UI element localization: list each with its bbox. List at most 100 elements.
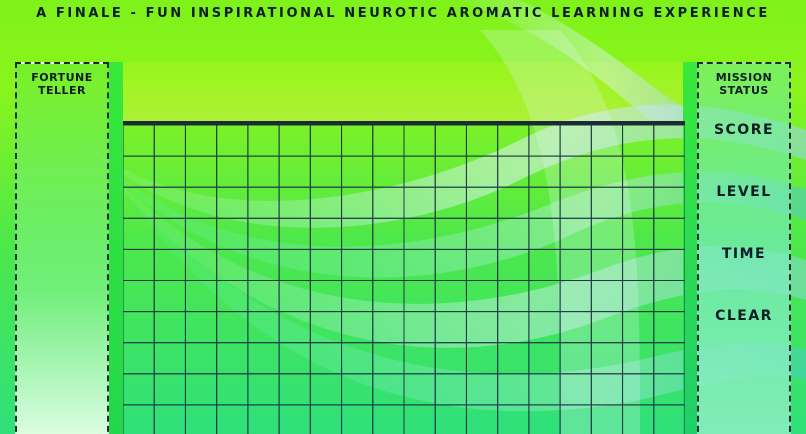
board-cell[interactable] bbox=[653, 404, 685, 434]
board-cell[interactable] bbox=[216, 248, 249, 282]
board-cell[interactable] bbox=[434, 342, 467, 375]
board-cell[interactable] bbox=[153, 404, 186, 434]
board-cell[interactable] bbox=[559, 248, 592, 282]
board-cell[interactable] bbox=[590, 155, 624, 188]
board-cell[interactable] bbox=[497, 404, 530, 434]
board-cell[interactable] bbox=[590, 311, 624, 344]
board-cell[interactable] bbox=[184, 342, 218, 375]
board-cell[interactable] bbox=[153, 280, 186, 313]
board-cell[interactable] bbox=[590, 342, 624, 375]
board-cell[interactable] bbox=[653, 217, 685, 250]
board-cell[interactable] bbox=[309, 248, 343, 282]
board-cell[interactable] bbox=[403, 404, 436, 434]
board-cell[interactable] bbox=[559, 373, 592, 406]
board-cell[interactable] bbox=[341, 404, 374, 434]
board-cell[interactable] bbox=[278, 280, 311, 313]
board-cell[interactable] bbox=[622, 404, 655, 434]
board-cell[interactable] bbox=[434, 217, 467, 250]
board-cell[interactable] bbox=[497, 124, 530, 157]
board-cell[interactable] bbox=[434, 155, 467, 188]
board-cell[interactable] bbox=[528, 404, 561, 434]
board-cell[interactable] bbox=[434, 311, 467, 344]
board-cell[interactable] bbox=[497, 217, 530, 250]
board-cell[interactable] bbox=[622, 342, 655, 375]
board-cell[interactable] bbox=[497, 155, 530, 188]
board-cell[interactable] bbox=[465, 155, 499, 188]
board-cell[interactable] bbox=[497, 342, 530, 375]
board-cell[interactable] bbox=[184, 248, 218, 282]
board-cell[interactable] bbox=[153, 373, 186, 406]
board-cell[interactable] bbox=[434, 186, 467, 219]
board-cell[interactable] bbox=[653, 186, 685, 219]
board-cell[interactable] bbox=[216, 186, 249, 219]
board-cell[interactable] bbox=[528, 248, 561, 282]
board-cell[interactable] bbox=[434, 404, 467, 434]
board-cell[interactable] bbox=[123, 124, 155, 157]
game-board[interactable] bbox=[123, 122, 685, 434]
board-cell[interactable] bbox=[153, 217, 186, 250]
board-cell[interactable] bbox=[653, 311, 685, 344]
board-cell[interactable] bbox=[465, 404, 499, 434]
board-cell[interactable] bbox=[123, 280, 155, 313]
board-cell[interactable] bbox=[590, 217, 624, 250]
board-cell[interactable] bbox=[465, 124, 499, 157]
board-cell[interactable] bbox=[403, 311, 436, 344]
board-cell[interactable] bbox=[653, 155, 685, 188]
board-cell[interactable] bbox=[184, 280, 218, 313]
board-cell[interactable] bbox=[216, 217, 249, 250]
board-cell[interactable] bbox=[403, 155, 436, 188]
board-cell[interactable] bbox=[559, 155, 592, 188]
board-cell[interactable] bbox=[465, 280, 499, 313]
board-cell[interactable] bbox=[465, 373, 499, 406]
board-cell[interactable] bbox=[309, 280, 343, 313]
board-cell[interactable] bbox=[216, 311, 249, 344]
board-cell[interactable] bbox=[309, 155, 343, 188]
board-cell[interactable] bbox=[184, 124, 218, 157]
board-cell[interactable] bbox=[247, 373, 280, 406]
board-cell[interactable] bbox=[153, 186, 186, 219]
board-cell[interactable] bbox=[184, 311, 218, 344]
board-cell[interactable] bbox=[247, 311, 280, 344]
board-cell[interactable] bbox=[559, 217, 592, 250]
board-cell[interactable] bbox=[309, 373, 343, 406]
board-cell[interactable] bbox=[559, 124, 592, 157]
board-cell[interactable] bbox=[123, 248, 155, 282]
board-cell[interactable] bbox=[123, 373, 155, 406]
board-cell[interactable] bbox=[372, 280, 405, 313]
board-cell[interactable] bbox=[403, 217, 436, 250]
board-cell[interactable] bbox=[653, 280, 685, 313]
board-cell[interactable] bbox=[278, 342, 311, 375]
board-cell[interactable] bbox=[403, 342, 436, 375]
board-cell[interactable] bbox=[372, 186, 405, 219]
board-cell[interactable] bbox=[497, 186, 530, 219]
board-cell[interactable] bbox=[372, 311, 405, 344]
board-cell[interactable] bbox=[559, 404, 592, 434]
board-cell[interactable] bbox=[403, 124, 436, 157]
board-cell[interactable] bbox=[278, 217, 311, 250]
board-cell[interactable] bbox=[559, 280, 592, 313]
board-cell[interactable] bbox=[123, 217, 155, 250]
board-cell[interactable] bbox=[372, 404, 405, 434]
board-cell[interactable] bbox=[528, 311, 561, 344]
board-cell[interactable] bbox=[559, 311, 592, 344]
board-cell[interactable] bbox=[309, 124, 343, 157]
board-cell[interactable] bbox=[372, 217, 405, 250]
board-cell[interactable] bbox=[247, 155, 280, 188]
board-cell[interactable] bbox=[590, 404, 624, 434]
board-cell[interactable] bbox=[153, 311, 186, 344]
board-cell[interactable] bbox=[153, 155, 186, 188]
board-cell[interactable] bbox=[465, 248, 499, 282]
board-cell[interactable] bbox=[247, 342, 280, 375]
board-cell[interactable] bbox=[497, 373, 530, 406]
board-cell[interactable] bbox=[123, 186, 155, 219]
board-cell[interactable] bbox=[153, 342, 186, 375]
board-cell[interactable] bbox=[497, 311, 530, 344]
board-cell[interactable] bbox=[153, 124, 186, 157]
board-cell[interactable] bbox=[465, 186, 499, 219]
board-cell[interactable] bbox=[184, 155, 218, 188]
board-cell[interactable] bbox=[341, 373, 374, 406]
board-cell[interactable] bbox=[465, 311, 499, 344]
board-cell[interactable] bbox=[123, 155, 155, 188]
board-cell[interactable] bbox=[622, 124, 655, 157]
board-cell[interactable] bbox=[590, 248, 624, 282]
